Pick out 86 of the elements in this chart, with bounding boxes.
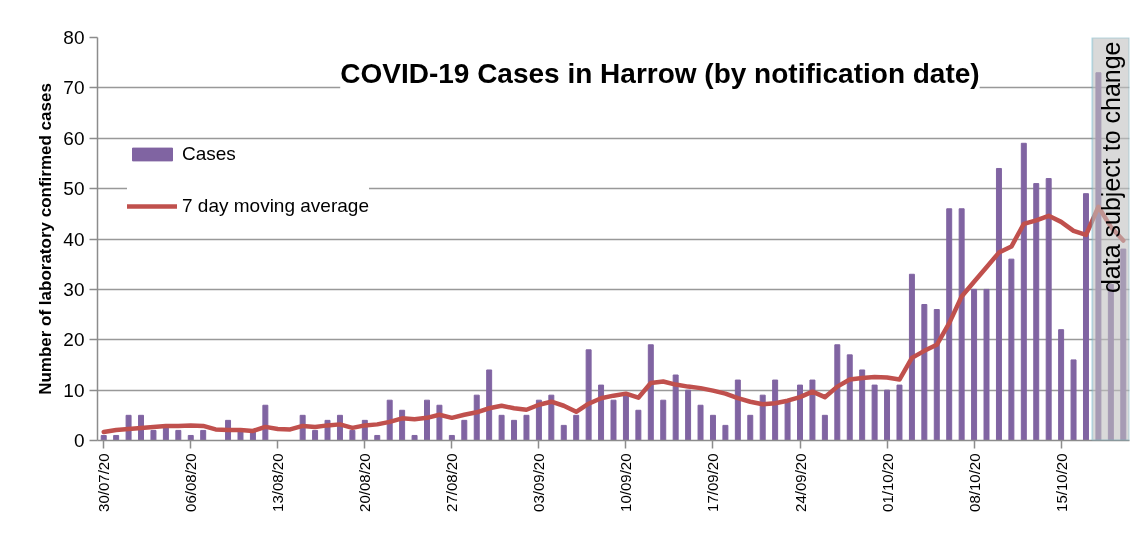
- bar: [1008, 258, 1015, 441]
- bar: [722, 424, 729, 441]
- bar: [908, 273, 915, 441]
- x-tick-label: 30/07/20: [95, 453, 113, 512]
- band-label: data subject to change: [1096, 41, 1125, 294]
- bar: [1033, 183, 1040, 441]
- legend-label: 7 day moving average: [182, 195, 369, 217]
- bar: [610, 399, 617, 441]
- bar: [175, 429, 182, 441]
- x-tick-label: 08/10/20: [965, 453, 983, 512]
- bar: [784, 399, 791, 441]
- x-tick-label: 27/08/20: [443, 453, 461, 512]
- bar: [971, 288, 978, 441]
- bar: [1095, 72, 1102, 441]
- x-tick-label: 06/08/20: [182, 453, 200, 512]
- bar: [511, 419, 518, 441]
- x-tick-label: 13/08/20: [269, 453, 287, 512]
- x-tick-label: 24/09/20: [791, 453, 809, 512]
- y-tick-label: 40: [63, 228, 85, 250]
- text: COVID-19 Cases in Harrow (by notification date): [340, 58, 980, 90]
- bar: [598, 384, 605, 441]
- y-tick-label: 0: [73, 430, 85, 451]
- bar: [113, 434, 120, 441]
- bar: [1020, 142, 1027, 441]
- bar: [498, 414, 505, 441]
- bar: [1070, 359, 1077, 441]
- bar: [821, 414, 828, 441]
- bar: [859, 369, 866, 441]
- bar: [150, 429, 157, 441]
- bar: [1120, 248, 1127, 441]
- bar: [448, 434, 455, 441]
- bar: [461, 419, 468, 441]
- bar: [622, 394, 629, 441]
- bar: [685, 389, 692, 441]
- bar: [523, 414, 530, 441]
- bar: [697, 404, 704, 441]
- bar: [933, 309, 940, 441]
- bar: [734, 379, 741, 441]
- bar: [1045, 178, 1052, 441]
- bar: [772, 379, 779, 441]
- bar: [797, 384, 803, 441]
- bar: [958, 208, 965, 441]
- bar: [884, 389, 891, 441]
- bar: [809, 379, 816, 441]
- bar: [983, 288, 990, 441]
- bar: [100, 434, 107, 441]
- bar: [635, 409, 642, 441]
- bar: [200, 429, 207, 441]
- y-tick-label: 70: [63, 77, 85, 99]
- bar: [349, 429, 356, 441]
- legend-label: Cases: [182, 143, 236, 165]
- y-tick-label: 60: [63, 127, 85, 149]
- bar: [660, 399, 667, 441]
- bar: [374, 434, 381, 441]
- bar: [1058, 329, 1065, 441]
- bar: [946, 208, 953, 441]
- bar: [995, 167, 1002, 441]
- x-tick-label: 20/08/20: [356, 453, 374, 512]
- y-tick-label: 50: [63, 178, 85, 200]
- bar: [560, 424, 567, 441]
- bar: [486, 369, 493, 441]
- y-tick-label: 30: [63, 278, 85, 300]
- y-tick-label: 10: [63, 379, 85, 401]
- x-tick-label: 15/10/20: [1052, 453, 1070, 512]
- bar: [312, 429, 319, 441]
- bar: [585, 349, 592, 441]
- x-tick-label: 10/09/20: [617, 453, 635, 512]
- bar: [709, 414, 716, 441]
- bar: [573, 414, 580, 441]
- x-tick-label: 01/10/20: [878, 453, 896, 512]
- x-tick-label: 03/09/20: [530, 453, 548, 512]
- y-tick-label: 20: [63, 329, 85, 351]
- bar: [647, 344, 654, 441]
- bar: [672, 374, 679, 441]
- bar: [187, 434, 194, 441]
- bar: [896, 384, 903, 441]
- bar: [1083, 193, 1089, 441]
- y-tick-label: 80: [63, 27, 85, 48]
- bar: [747, 414, 754, 441]
- x-tick-label: 17/09/20: [704, 453, 722, 512]
- bar: [411, 434, 418, 441]
- bar: [846, 354, 853, 441]
- bar: [834, 344, 841, 441]
- bar: [871, 384, 878, 441]
- bar: [921, 303, 928, 441]
- y-axis-title: Number of laboratory confirmed cases: [36, 83, 56, 395]
